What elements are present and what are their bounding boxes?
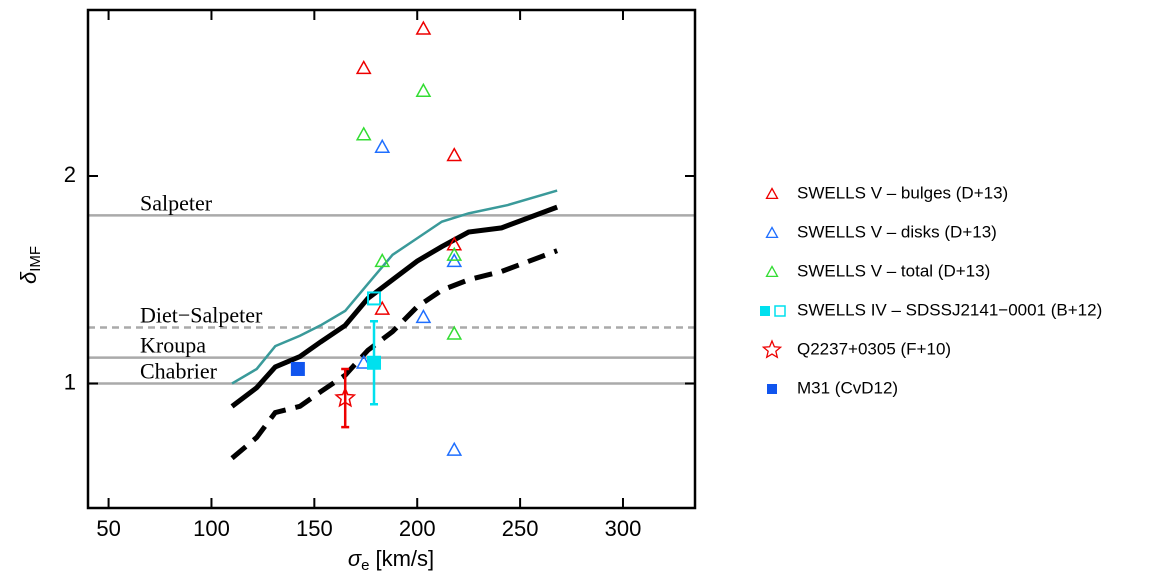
legend-label: M31 (CvD12) bbox=[797, 378, 898, 397]
x-tick-label: 300 bbox=[605, 516, 642, 541]
y-tick-label: 1 bbox=[64, 369, 76, 394]
square-marker bbox=[290, 361, 305, 376]
triangle-marker bbox=[415, 20, 432, 35]
reference-label: Chabrier bbox=[140, 359, 218, 384]
reference-label: Salpeter bbox=[140, 190, 213, 215]
legend-label: SWELLS V – bulges (D+13) bbox=[797, 183, 1008, 202]
triangle-marker bbox=[374, 300, 391, 315]
reference-label: Kroupa bbox=[140, 333, 206, 358]
legend-marker bbox=[765, 187, 779, 200]
model-line bbox=[231, 189, 558, 385]
x-label-unit: [km/s] bbox=[375, 546, 434, 571]
square-marker bbox=[367, 291, 382, 306]
x-tick-label: 50 bbox=[96, 516, 120, 541]
x-label-sub: e bbox=[361, 557, 369, 574]
legend-marker bbox=[765, 226, 779, 239]
triangle-marker bbox=[446, 147, 463, 162]
legend-label: SWELLS IV – SDSSJ2141−0001 (B+12) bbox=[797, 300, 1102, 319]
triangle-marker bbox=[374, 252, 391, 268]
x-label-symbol: σ bbox=[348, 546, 362, 571]
triangle-marker bbox=[446, 325, 463, 340]
triangle-marker bbox=[446, 246, 463, 261]
triangle-marker bbox=[446, 441, 463, 456]
x-tick-label: 200 bbox=[399, 516, 436, 541]
x-tick-label: 250 bbox=[502, 516, 539, 541]
x-tick-label: 100 bbox=[193, 516, 230, 541]
triangle-marker bbox=[415, 308, 432, 324]
square-marker bbox=[367, 355, 382, 370]
y-axis-label: δIMF bbox=[16, 246, 44, 284]
legend-marker bbox=[767, 384, 777, 394]
x-tick-label: 150 bbox=[296, 516, 333, 541]
triangle-marker bbox=[355, 59, 372, 75]
triangle-marker bbox=[355, 126, 372, 141]
star-marker bbox=[334, 386, 357, 408]
y-label-symbol: δ bbox=[16, 271, 41, 284]
legend-marker bbox=[760, 306, 770, 316]
legend-label: SWELLS V – disks (D+13) bbox=[797, 222, 997, 241]
legend-label: Q2237+0305 (F+10) bbox=[797, 339, 951, 358]
y-label-sub: IMF bbox=[27, 246, 44, 272]
legend-marker bbox=[774, 305, 786, 317]
legend-marker bbox=[761, 339, 783, 359]
y-tick-label: 2 bbox=[64, 162, 76, 187]
model-line bbox=[230, 204, 559, 409]
error-bar bbox=[341, 367, 350, 429]
triangle-marker bbox=[415, 82, 432, 97]
x-axis-label: σe [km/s] bbox=[348, 546, 434, 574]
reference-label: Diet−Salpeter bbox=[140, 303, 263, 328]
plot-frame bbox=[86, 8, 697, 510]
model-line bbox=[230, 248, 559, 461]
legend-marker bbox=[765, 265, 779, 278]
legend-label: SWELLS V – total (D+13) bbox=[797, 261, 990, 280]
triangle-marker bbox=[374, 138, 391, 153]
